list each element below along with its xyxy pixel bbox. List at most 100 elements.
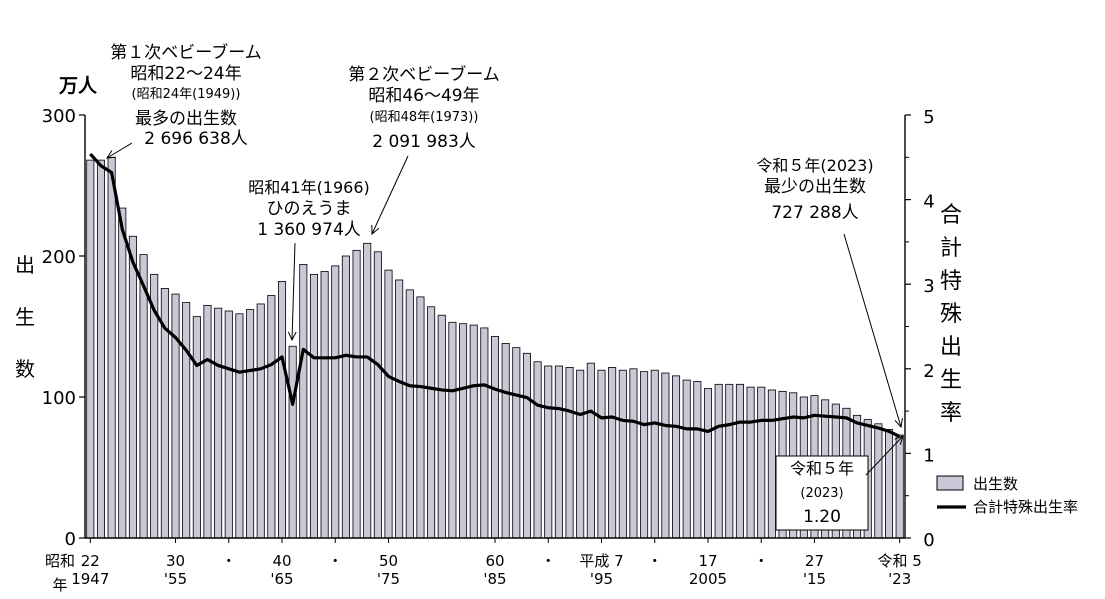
legend-swatch-bar — [936, 475, 964, 491]
bar-2002 — [672, 375, 681, 539]
hinoe-label: ひのえうま — [267, 199, 352, 219]
xtick-top-2000: ・ — [647, 552, 662, 570]
boom2-title: 第２次ベビーブーム — [348, 64, 499, 85]
bar-1974 — [373, 251, 382, 539]
bar-1950 — [118, 207, 127, 539]
bar-1957 — [192, 316, 201, 539]
bar-1991 — [554, 365, 563, 539]
ytick-label-300: 300 — [42, 106, 76, 127]
bar-1977 — [405, 289, 414, 539]
bar-1948 — [96, 159, 105, 539]
r5-label: 最少の出生数 — [764, 177, 866, 197]
bar-1978 — [416, 296, 425, 539]
bar-2010 — [757, 386, 766, 539]
y2label-char-0: 合 — [940, 203, 962, 228]
x-era-showa: 昭和 — [45, 552, 75, 570]
ytick-label-100: 100 — [42, 388, 76, 409]
bar-1961 — [235, 313, 244, 539]
xtick-bottom-2023: '23 — [888, 570, 911, 588]
y2label-char-1: 計 — [940, 236, 962, 261]
birth-bars — [86, 156, 904, 539]
bar-2021 — [874, 423, 883, 539]
bar-1990 — [544, 365, 553, 539]
r5-count: 727 288人 — [771, 203, 858, 223]
hinoe-count: 1 360 974人 — [257, 220, 361, 240]
r5-year: 令和５年(2023) — [756, 156, 873, 175]
r5rate-label: 令和５年 — [790, 459, 854, 478]
xtick-top-1947: 22 — [81, 552, 100, 570]
bar-1976 — [395, 279, 404, 539]
bar-2001 — [661, 372, 670, 539]
bar-1988 — [522, 352, 531, 539]
xtick-top-1985: 60 — [485, 552, 504, 570]
ylabel-char-0: 出 — [15, 253, 35, 277]
ytick-label-200: 200 — [42, 247, 76, 268]
bar-1983 — [469, 324, 478, 539]
bar-1952 — [139, 254, 148, 539]
xtick-top-2023: 令和 5 — [878, 552, 922, 570]
xtick-top-2005: 17 — [698, 552, 717, 570]
y2label-char-2: 特 — [940, 269, 962, 294]
bar-1947 — [86, 159, 95, 539]
legend-label-births: 出生数 — [973, 475, 1018, 493]
boom2-arrow-head — [371, 224, 380, 236]
bar-2023 — [895, 434, 904, 539]
boom1-arrow-line — [106, 142, 133, 159]
bar-1981 — [448, 321, 457, 539]
bar-1959 — [214, 307, 223, 539]
bar-2009 — [746, 386, 755, 539]
bar-2003 — [682, 379, 691, 539]
bar-1986 — [501, 343, 510, 539]
r5rate-arrow-head — [894, 435, 904, 445]
r5rate-year: (2023) — [800, 486, 843, 501]
bar-1998 — [629, 368, 638, 539]
y2label-char-3: 殊 — [940, 302, 962, 327]
bar-1997 — [618, 369, 627, 539]
bar-2011 — [767, 389, 776, 539]
boom2-year: (昭和48年(1973)) — [370, 110, 479, 125]
bar-1951 — [128, 235, 137, 539]
hinoe-year: 昭和41年(1966) — [248, 178, 370, 197]
bar-1956 — [182, 302, 191, 539]
bar-1960 — [224, 310, 233, 539]
axes: 0100200300012345万人出生数合計特殊出生率22194730'55・… — [15, 75, 962, 594]
bar-1949 — [107, 156, 116, 539]
bar-1994 — [586, 362, 595, 539]
xtick-bottom-1965: '65 — [270, 570, 293, 588]
bar-2004 — [693, 381, 702, 539]
boom1-count: 2 696 638人 — [144, 129, 248, 149]
xtick-top-1975: 50 — [379, 552, 398, 570]
bar-1975 — [384, 269, 393, 539]
r5-arrow-head — [894, 418, 903, 429]
boom2-period: 昭和46～49年 — [368, 86, 479, 106]
ylabel-char-1: 生 — [15, 305, 35, 329]
bar-1958 — [203, 304, 212, 539]
y2tick-label-2: 2 — [923, 361, 934, 382]
legend-label-tfr: 合計特殊出生率 — [973, 498, 1078, 516]
bar-1964 — [267, 295, 276, 539]
y2label-char-5: 生 — [940, 368, 962, 393]
bar-2006 — [714, 383, 723, 539]
bar-1999 — [640, 371, 649, 539]
boom1-label: 最多の出生数 — [135, 109, 237, 129]
bar-1955 — [171, 293, 180, 539]
ytick-label-0: 0 — [65, 529, 76, 550]
xtick-bottom-1995: '95 — [590, 570, 613, 588]
bar-1979 — [427, 306, 436, 539]
boom1-period: 昭和22～24年 — [130, 64, 241, 84]
bar-1989 — [533, 361, 542, 539]
bar-2007 — [725, 383, 734, 539]
xtick-top-1960: ・ — [221, 552, 236, 570]
bar-1987 — [512, 347, 521, 539]
xtick-bottom-1955: '55 — [164, 570, 187, 588]
bar-1985 — [490, 335, 500, 539]
y2label-char-4: 出 — [940, 335, 962, 360]
tfr-line — [89, 152, 901, 438]
bar-2005 — [703, 388, 713, 539]
bar-1984 — [480, 327, 489, 539]
xtick-bottom-1975: '75 — [377, 570, 400, 588]
bar-1982 — [459, 323, 468, 539]
boom1-arrow-head — [106, 150, 117, 159]
